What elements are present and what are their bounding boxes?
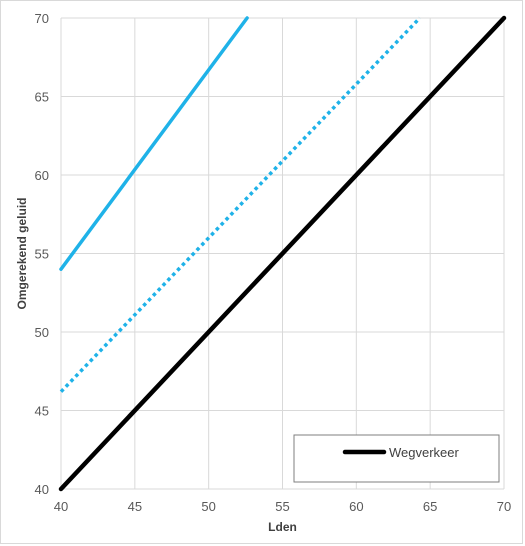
series-line-2 xyxy=(59,16,422,393)
y-tick-label: 55 xyxy=(35,247,49,262)
x-tick-label: 65 xyxy=(423,499,437,514)
y-axis-title: Omgerekend geluid xyxy=(15,197,29,309)
legend-box xyxy=(293,434,500,483)
legend-label-wegverkeer: Wegverkeer xyxy=(389,445,460,460)
x-tick-label: 60 xyxy=(349,499,363,514)
y-tick-label: 50 xyxy=(35,325,49,340)
tick-labels: 40 45 50 55 60 65 70 40 45 50 55 60 65 70 xyxy=(35,11,512,514)
x-tick-label: 55 xyxy=(275,499,289,514)
y-tick-label: 60 xyxy=(35,168,49,183)
y-tick-label: 40 xyxy=(35,482,49,497)
x-axis-title: Lden xyxy=(268,520,297,534)
series-line-3 xyxy=(58,15,507,492)
x-tick-label: 45 xyxy=(128,499,142,514)
legend: Wegverkeer xyxy=(293,434,500,483)
series-lines xyxy=(58,15,507,492)
y-tick-label: 65 xyxy=(35,90,49,105)
x-tick-label: 50 xyxy=(201,499,215,514)
x-tick-label: 40 xyxy=(54,499,68,514)
y-tick-label: 45 xyxy=(35,404,49,419)
y-tick-label: 70 xyxy=(35,11,49,26)
x-tick-label: 70 xyxy=(497,499,511,514)
series-line-1 xyxy=(59,16,249,271)
